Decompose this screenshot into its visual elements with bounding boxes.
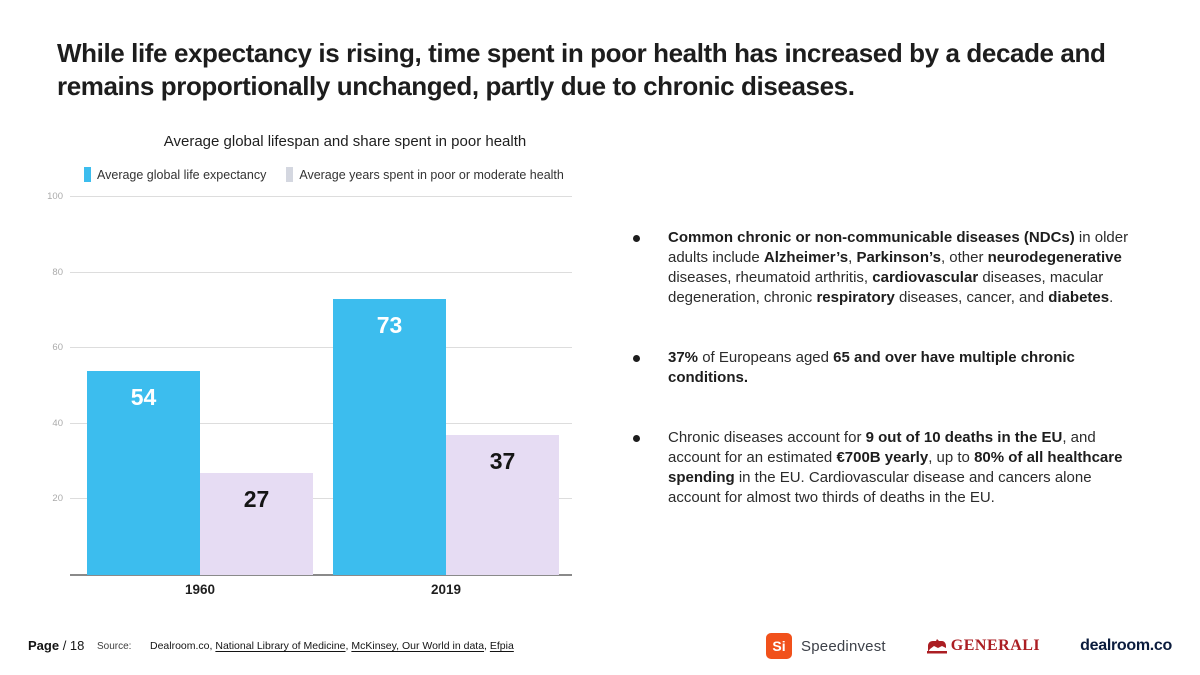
page-label: Page	[28, 638, 60, 653]
bar-chart-plot: 20 40 60 80 100 54 27 1960 73 37 2019	[47, 191, 572, 597]
legend-swatch-icon	[84, 167, 91, 182]
speedinvest-wordmark: Speedinvest	[801, 637, 886, 655]
bar-1960-life-expectancy: 54	[87, 370, 200, 575]
legend-swatch-icon	[286, 167, 294, 182]
bar-2019-poor-health: 37	[446, 435, 559, 575]
source-label: Source:	[97, 641, 132, 652]
x-axis-label: 1960	[184, 582, 216, 597]
y-tick-label: 60	[52, 342, 63, 354]
generali-wordmark: GENERALI	[950, 637, 1041, 654]
generali-lion-icon	[926, 638, 948, 655]
bar-2019-life-expectancy: 73	[333, 299, 446, 575]
speedinvest-logo: Si Speedinvest	[766, 633, 886, 659]
bullet-list: Common chronic or non-communicable disea…	[627, 228, 1143, 548]
gridline: 20	[52, 493, 572, 504]
page-indicator: Page / 18	[28, 638, 84, 653]
legend-label: Average global life expectancy	[97, 167, 267, 182]
legend-item: Average years spent in poor or moderate …	[286, 167, 564, 182]
gridline: 80	[52, 267, 572, 278]
y-tick-label: 20	[52, 493, 63, 505]
bar-value-label: 73	[376, 312, 403, 339]
gridline: 60	[52, 342, 572, 353]
legend-item: Average global life expectancy	[84, 167, 266, 182]
y-tick-label: 40	[52, 417, 63, 429]
gridline: 40	[52, 418, 572, 429]
source-link[interactable]: Efpia	[489, 640, 514, 652]
chart-legend: Average global life expectancy Average ye…	[84, 167, 564, 182]
speedinvest-icon: Si	[766, 633, 793, 659]
source-link[interactable]: National Library of Medicine	[215, 640, 346, 652]
source-list: Dealroom.co, National Library of Medicin…	[150, 640, 514, 652]
generali-logo: GENERALI	[926, 637, 1040, 655]
page-number: / 18	[62, 638, 85, 653]
chart-title: Average global lifespan and share spent …	[163, 133, 527, 150]
x-axis-line	[70, 574, 572, 576]
bullet-item: 37% of Europeans aged 65 and over have m…	[627, 348, 1143, 388]
bar-value-label: 54	[130, 383, 157, 410]
bar-1960-poor-health: 27	[200, 472, 313, 575]
bullet-item: Chronic diseases account for 9 out of 10…	[627, 428, 1143, 508]
legend-label: Average years spent in poor or moderate …	[299, 167, 564, 182]
dealroom-logo: dealroom.co	[1080, 637, 1172, 654]
y-tick-label: 80	[52, 266, 63, 278]
y-tick-label: 100	[47, 191, 63, 202]
bar-value-label: 27	[243, 485, 270, 512]
gridline: 100	[47, 191, 572, 202]
source-link[interactable]: McKinsey, Our World in data	[351, 640, 485, 652]
x-axis-label: 2019	[430, 582, 462, 597]
logo-row: Si Speedinvest GENERALI dealroom.co	[766, 630, 1172, 662]
bullet-item: Common chronic or non-communicable disea…	[627, 228, 1143, 308]
bar-value-label: 37	[489, 448, 516, 475]
page-title: While life expectancy is rising, time sp…	[57, 38, 1106, 102]
source-text: Dealroom.co	[150, 640, 210, 652]
